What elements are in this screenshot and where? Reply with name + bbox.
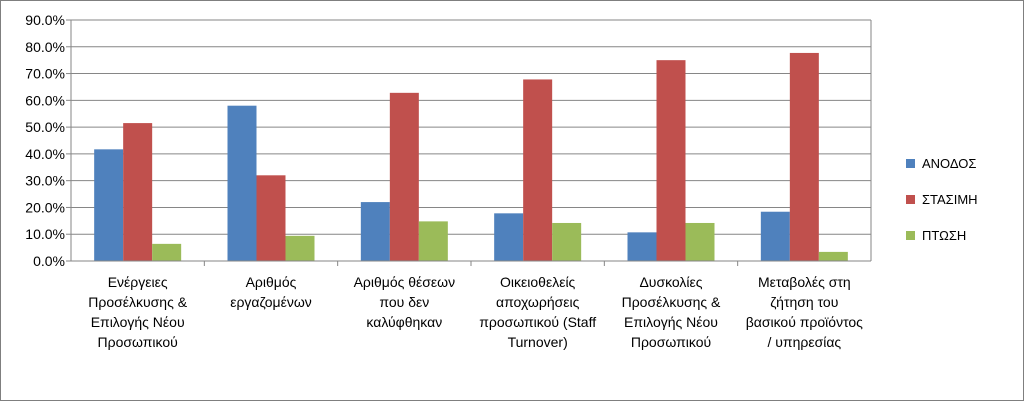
legend: ΑΝΟΔΟΣ ΣΤΑΣΙΜΗ ΠΤΩΣΗ (906, 156, 978, 243)
bar (685, 222, 715, 261)
y-tick-label: 70.0% (25, 66, 65, 82)
bar (389, 92, 419, 261)
bar (285, 235, 315, 261)
axes (66, 19, 872, 266)
legend-swatch (906, 195, 915, 204)
y-tick-label: 80.0% (25, 39, 65, 55)
bar (656, 60, 686, 261)
y-tick-label: 50.0% (25, 119, 65, 135)
bar (627, 232, 657, 261)
legend-swatch (906, 231, 915, 240)
x-category-label: Μεταβολές στη ζήτηση του βασικού προϊόντος… (746, 274, 863, 350)
bar (818, 251, 848, 261)
bar (123, 123, 153, 261)
bar (227, 105, 257, 261)
legend-swatch (906, 159, 915, 168)
bar (418, 221, 448, 261)
x-axis-category-labels: Ενέργειες Προσέλκυσης & Επιλογής Νέου Προσω… (88, 274, 863, 350)
legend-entry: ΑΝΟΔΟΣ (922, 156, 976, 171)
bars (94, 52, 848, 262)
y-tick-label: 90.0% (25, 12, 65, 28)
legend-entry: ΣΤΑΣΙΜΗ (922, 192, 978, 207)
bar (94, 149, 124, 261)
y-tick-label: 60.0% (25, 92, 65, 108)
bar (552, 222, 582, 261)
bar (152, 243, 182, 261)
legend-entry: ΠΤΩΣΗ (922, 228, 966, 243)
y-axis-tick-labels: 0.0% 10.0% 20.0% 30.0% 40.0% 50.0% 60.0% 70.0% 8… (25, 12, 65, 269)
bar (494, 213, 524, 261)
gridlines (71, 19, 871, 235)
bar (360, 202, 390, 261)
bar (789, 52, 819, 261)
x-category-label: Οικειοθελείς αποχωρήσεις προσωπικού (Staff… (479, 274, 596, 350)
bar (256, 175, 286, 261)
y-tick-label: 0.0% (33, 253, 65, 269)
bar (760, 211, 790, 261)
bar (523, 79, 553, 262)
x-category-label: Δυσκολίες Προσέλκυσης & Επιλογής Νέου Προσω… (622, 274, 721, 350)
y-tick-label: 40.0% (25, 146, 65, 162)
y-tick-label: 10.0% (25, 226, 65, 242)
y-tick-label: 20.0% (25, 199, 65, 215)
x-category-label: Ενέργειες Προσέλκυσης & Επιλογής Νέου Προσω… (88, 274, 187, 350)
x-category-label: Αριθμός εργαζομένων (230, 274, 312, 310)
x-category-label: Αριθμός θέσεων που δεν καλύφθηκαν (354, 274, 456, 330)
y-tick-label: 30.0% (25, 173, 65, 189)
